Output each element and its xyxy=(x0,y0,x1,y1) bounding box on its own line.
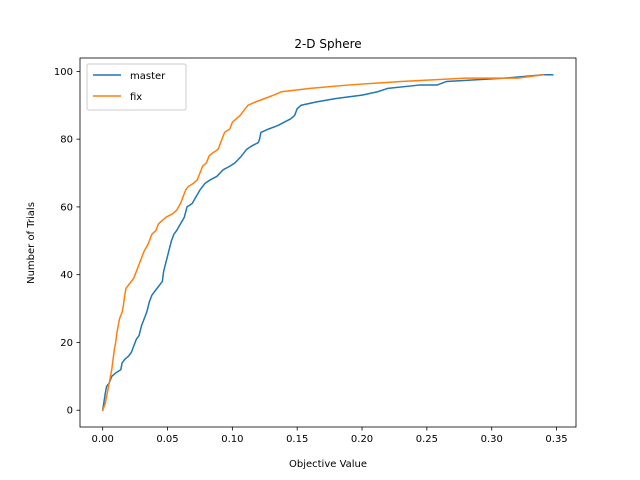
series-layer xyxy=(101,73,554,412)
x-tick-label: 0.30 xyxy=(481,434,503,445)
plot-frame xyxy=(79,57,577,428)
y-tick-label: 60 xyxy=(60,202,73,213)
y-axis-title: Number of Trials xyxy=(26,202,37,284)
y-tick-label: 0 xyxy=(67,406,73,417)
x-tick-label: 0.10 xyxy=(221,434,243,445)
x-tick-label: 0.15 xyxy=(286,434,308,445)
y-tick-label: 20 xyxy=(60,338,73,349)
legend-label-master: master xyxy=(130,71,166,82)
series-line-fix xyxy=(101,73,545,412)
legend: master fix xyxy=(86,63,187,111)
x-tick-label: 0.25 xyxy=(416,434,438,445)
y-tick-label: 100 xyxy=(54,67,73,78)
chart-title: 2-D Sphere xyxy=(294,37,361,51)
x-tick-label: 0.35 xyxy=(545,434,567,445)
x-tick-label: 0.20 xyxy=(351,434,373,445)
x-tick-label: 0.00 xyxy=(92,434,114,445)
y-tick-label: 80 xyxy=(60,135,73,146)
legend-label-fix: fix xyxy=(130,92,142,103)
y-tick-label: 40 xyxy=(60,270,73,281)
series-line-master xyxy=(101,74,554,412)
x-axis-title: Objective Value xyxy=(289,459,367,470)
axes-layer: 0.00 0.05 0.10 0.15 0.20 0.25 0.30 0.35 0 20 40 60 8… xyxy=(54,57,577,445)
x-tick-label: 0.05 xyxy=(156,434,178,445)
